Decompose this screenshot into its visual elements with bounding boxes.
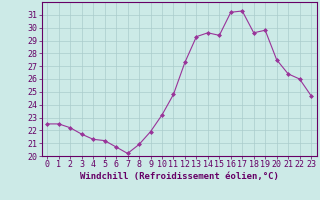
X-axis label: Windchill (Refroidissement éolien,°C): Windchill (Refroidissement éolien,°C) [80,172,279,181]
